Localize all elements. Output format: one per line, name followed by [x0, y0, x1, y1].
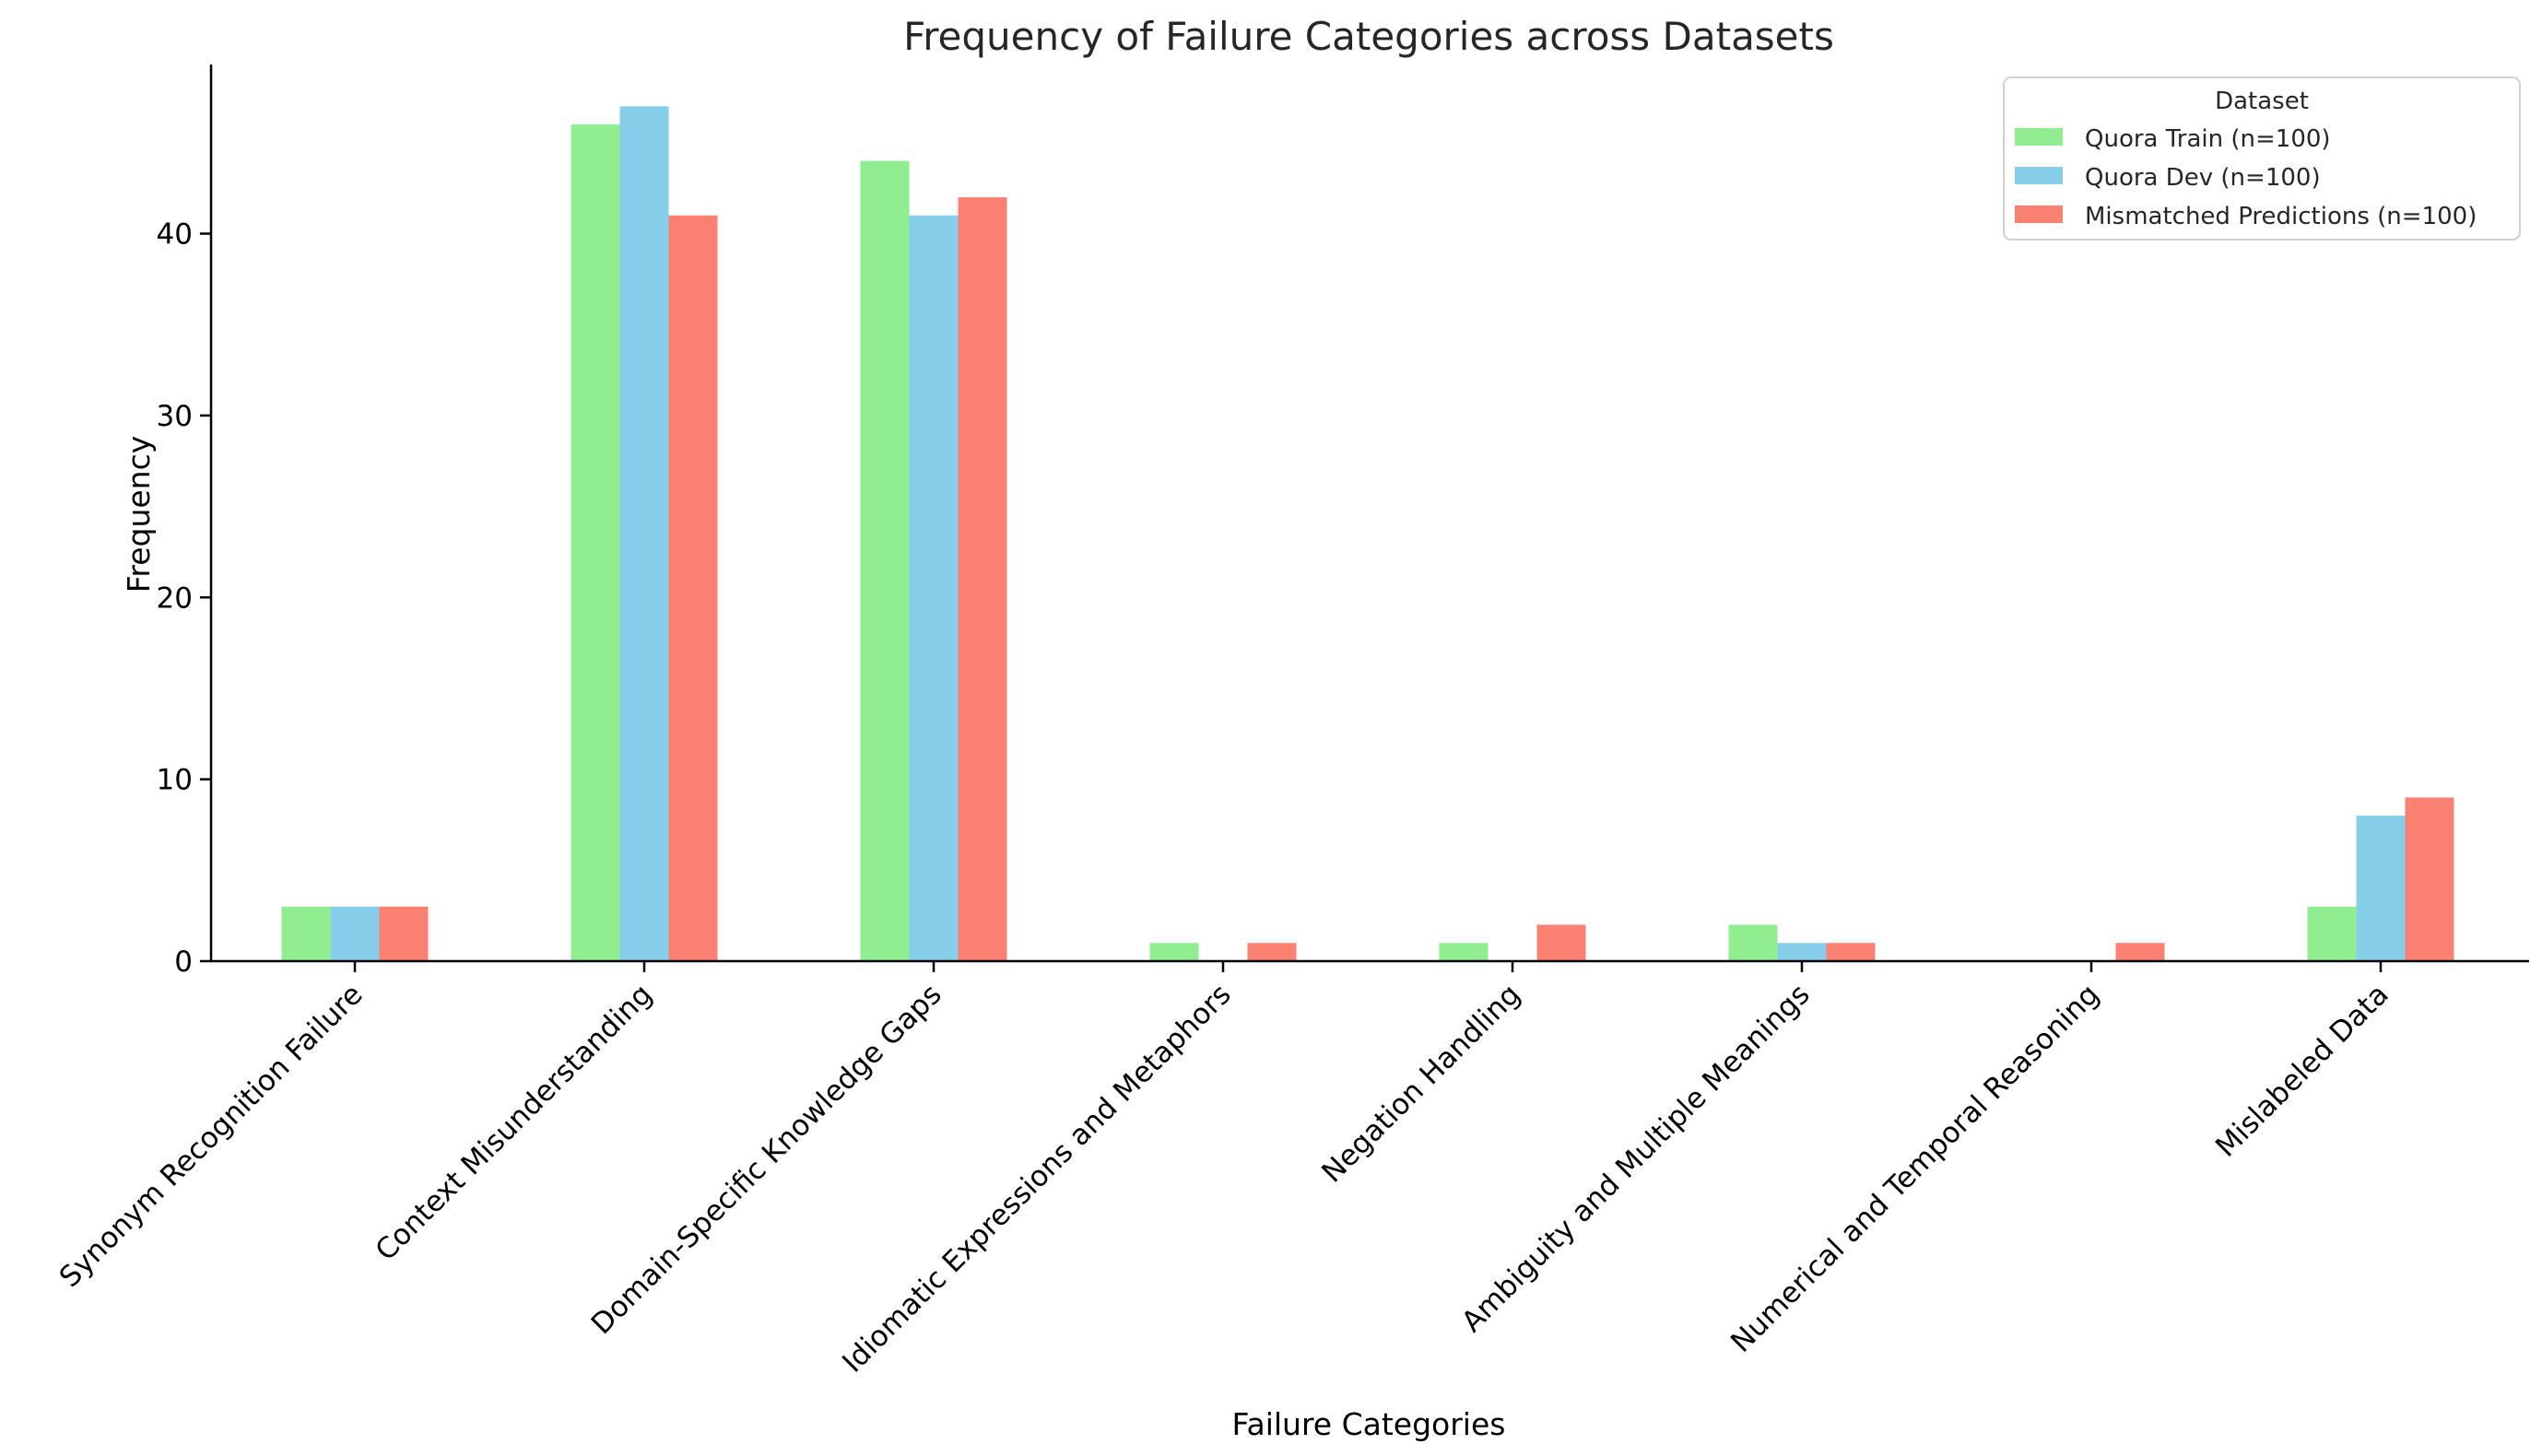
- y-axis-label: Frequency: [121, 436, 157, 593]
- legend: Dataset Quora Train (n=100) Quora Dev (n=…: [2003, 76, 2521, 241]
- x-axis: Synonym Recognition Failure Context Misun…: [53, 961, 2395, 1380]
- legend-swatch: [2015, 205, 2063, 223]
- x-tick-label: Ambiguity and Multiple Meanings: [1455, 978, 1817, 1339]
- bars-group: [281, 106, 2454, 962]
- bar: [1247, 943, 1297, 961]
- legend-label: Mismatched Predictions (n=100): [2085, 203, 2477, 230]
- x-tick-label: Mislabeled Data: [2209, 978, 2395, 1164]
- bar: [619, 106, 669, 961]
- bar: [1728, 924, 1778, 961]
- y-tick-label: 30: [157, 400, 193, 433]
- x-tick-label: Context Misunderstanding: [370, 978, 659, 1267]
- bar: [958, 197, 1007, 962]
- bar: [330, 906, 380, 961]
- bar: [1777, 943, 1827, 961]
- legend-label: Quora Dev (n=100): [2085, 164, 2321, 192]
- y-tick-label: 0: [174, 945, 193, 979]
- bar: [2115, 943, 2165, 961]
- bar: [1439, 943, 1489, 961]
- y-tick-label: 10: [157, 764, 193, 797]
- bar: [909, 215, 959, 962]
- bar: [2405, 797, 2454, 961]
- bar: [2307, 906, 2357, 961]
- y-tick-label: 20: [157, 581, 193, 615]
- x-tick-label: Negation Handling: [1315, 978, 1526, 1189]
- bar: [1826, 943, 1876, 961]
- bar: [860, 160, 910, 962]
- bar: [1536, 924, 1586, 961]
- bar: [571, 124, 620, 962]
- chart-title: Frequency of Failure Categories across D…: [903, 14, 1834, 59]
- y-tick-label: 40: [157, 218, 193, 252]
- x-axis-label: Failure Categories: [1232, 1406, 1506, 1442]
- x-tick-label: Domain-Specific Knowledge Gaps: [585, 978, 948, 1341]
- legend-title: Dataset: [2215, 88, 2309, 115]
- legend-swatch: [2015, 167, 2063, 184]
- legend-swatch: [2015, 128, 2063, 146]
- bar: [1149, 943, 1199, 961]
- y-axis: 0 10 20 30 40: [157, 218, 211, 979]
- x-tick-label: Synonym Recognition Failure: [53, 978, 370, 1294]
- legend-frame: [2003, 76, 2521, 241]
- legend-label: Quora Train (n=100): [2085, 125, 2331, 153]
- bar: [379, 906, 429, 961]
- bar: [668, 215, 718, 962]
- bar: [281, 906, 331, 961]
- bar: [2356, 816, 2406, 961]
